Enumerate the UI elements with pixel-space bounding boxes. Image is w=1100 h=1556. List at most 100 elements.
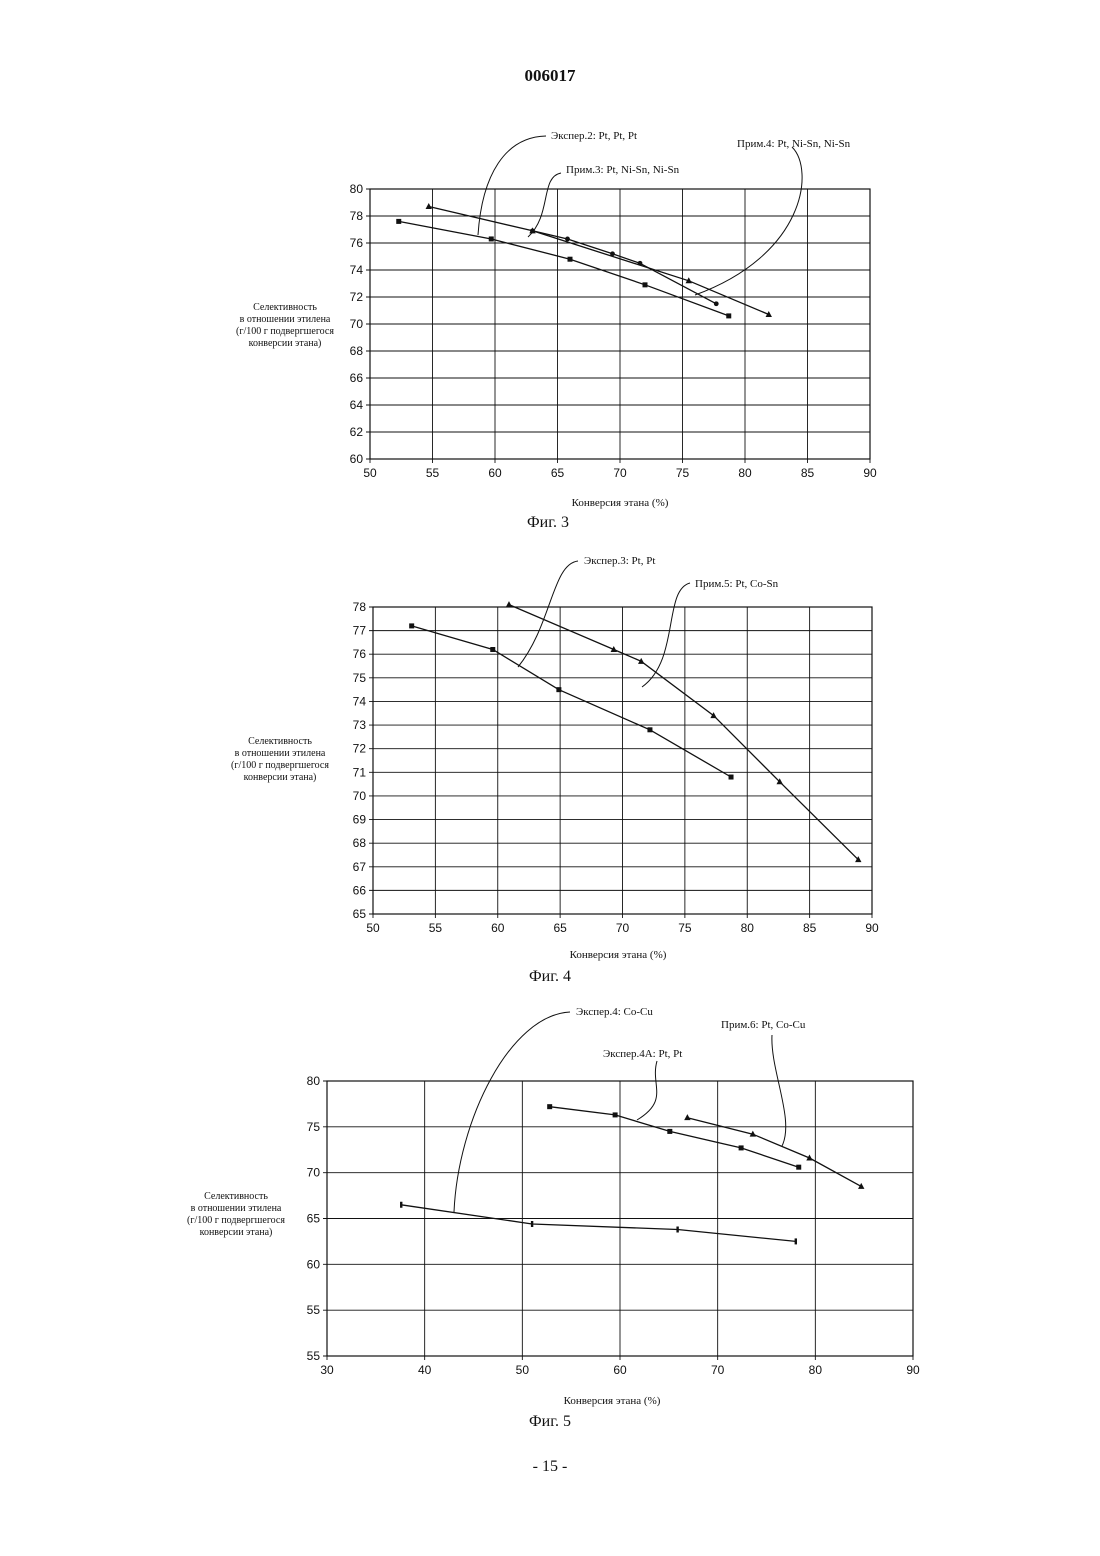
callout-series-1: Экспер.3: Pt, Pt xyxy=(518,555,655,667)
y-tick-label: 60 xyxy=(307,1257,321,1271)
y-tick-label: 74 xyxy=(353,694,367,708)
x-tick-label: 70 xyxy=(616,921,630,935)
ylabel-line-2: в отношении этилена xyxy=(191,1203,282,1214)
ylabel-line-4: конверсии этана) xyxy=(200,1227,273,1238)
x-tick-label: 75 xyxy=(676,466,690,480)
data-point xyxy=(739,1145,744,1150)
ylabel-line-1: Селективность xyxy=(204,1191,268,1202)
data-point xyxy=(796,1165,801,1170)
y-tick-label: 73 xyxy=(353,718,367,732)
data-point xyxy=(506,601,512,607)
ylabel-line-2: в отношении этилена xyxy=(240,314,331,325)
y-tick-label: 77 xyxy=(353,624,367,638)
svg-text:Экспер.4А: Pt, Pt: Экспер.4А: Pt, Pt xyxy=(603,1048,682,1060)
y-tick-label: 66 xyxy=(350,371,364,385)
svg-text:Экспер.3: Pt, Pt: Экспер.3: Pt, Pt xyxy=(584,555,655,567)
x-tick-label: 80 xyxy=(741,921,755,935)
series-3 xyxy=(684,1114,864,1189)
data-point xyxy=(643,282,648,287)
svg-text:Экспер.4: Co-Cu: Экспер.4: Co-Cu xyxy=(576,1006,653,1018)
data-point xyxy=(556,687,561,692)
figure-5-chart: 5555606570758030405060708090 Селективнос… xyxy=(0,1000,1100,1440)
y-tick-label: 65 xyxy=(307,1212,321,1226)
x-tick-label: 70 xyxy=(711,1363,725,1377)
y-tick-label: 67 xyxy=(353,860,367,874)
y-tick-label: 76 xyxy=(350,236,364,250)
data-point xyxy=(729,775,734,780)
y-tick-label: 69 xyxy=(353,813,367,827)
callout-series-1: Экспер.4: Co-Cu xyxy=(454,1006,653,1212)
y-tick-label: 62 xyxy=(350,425,364,439)
svg-text:Прим.6: Pt, Co-Cu: Прим.6: Pt, Co-Cu xyxy=(721,1019,806,1031)
data-point xyxy=(676,1227,678,1233)
series-1 xyxy=(400,1202,797,1245)
y-tick-label: 80 xyxy=(350,182,364,196)
series-2 xyxy=(506,601,862,862)
x-tick-label: 85 xyxy=(803,921,817,935)
y-tick-label: 72 xyxy=(353,742,367,756)
x-axis-title: Конверсия этана (%) xyxy=(572,497,669,509)
svg-text:Прим.5: Pt, Co-Sn: Прим.5: Pt, Co-Sn xyxy=(695,578,779,590)
svg-text:Прим.3: Pt, Ni-Sn, Ni-Sn: Прим.3: Pt, Ni-Sn, Ni-Sn xyxy=(566,164,680,176)
data-point xyxy=(409,623,414,628)
data-point xyxy=(647,727,652,732)
data-point xyxy=(795,1238,797,1244)
x-tick-label: 90 xyxy=(906,1363,920,1377)
data-point xyxy=(667,1129,672,1134)
ylabel-line-3: (г/100 г подвергшегося xyxy=(231,760,329,771)
x-tick-label: 90 xyxy=(865,921,879,935)
x-tick-label: 85 xyxy=(801,466,815,480)
data-point xyxy=(613,1112,618,1117)
y-tick-label: 70 xyxy=(307,1166,321,1180)
x-tick-label: 60 xyxy=(491,921,505,935)
y-tick-label: 74 xyxy=(350,263,364,277)
x-tick-label: 65 xyxy=(553,921,567,935)
ylabel-line-4: конверсии этана) xyxy=(244,772,317,783)
y-tick-label: 66 xyxy=(353,883,367,897)
y-tick-label: 70 xyxy=(350,317,364,331)
y-tick-label: 68 xyxy=(350,344,364,358)
ylabel-line-3: (г/100 г подвергшегося xyxy=(236,326,334,337)
callout-series-3: Экспер.4А: Pt, Pt xyxy=(603,1048,682,1120)
y-tick-label: 65 xyxy=(353,907,367,921)
y-tick-label: 55 xyxy=(307,1303,321,1317)
y-axis-title: Селективность в отношении этилена (г/100… xyxy=(236,302,334,349)
x-tick-label: 50 xyxy=(366,921,380,935)
y-axis-title: Селективность в отношении этилена (г/100… xyxy=(187,1191,285,1238)
figure-caption: Фиг. 3 xyxy=(527,514,569,531)
svg-text:Экспер.2: Pt, Pt, Pt: Экспер.2: Pt, Pt, Pt xyxy=(551,130,637,142)
y-tick-label: 68 xyxy=(353,836,367,850)
y-tick-label: 78 xyxy=(353,600,367,614)
x-tick-label: 30 xyxy=(320,1363,334,1377)
x-tick-label: 60 xyxy=(613,1363,627,1377)
series-line xyxy=(399,221,729,316)
y-tick-label: 80 xyxy=(307,1074,321,1088)
ylabel-line-1: Селективность xyxy=(248,736,312,747)
figure-caption: Фиг. 5 xyxy=(529,1413,571,1430)
y-axis-title: Селективность в отношении этилена (г/100… xyxy=(231,736,329,783)
data-point xyxy=(714,301,719,306)
data-point xyxy=(568,257,573,262)
series-line xyxy=(509,605,858,860)
y-tick-label: 78 xyxy=(350,209,364,223)
ylabel-line-1: Селективность xyxy=(253,302,317,313)
y-tick-label: 71 xyxy=(353,765,367,779)
data-point xyxy=(400,1202,402,1208)
x-tick-label: 80 xyxy=(809,1363,823,1377)
series-line xyxy=(429,207,769,315)
data-point xyxy=(490,647,495,652)
y-tick-label: 75 xyxy=(307,1120,321,1134)
series-3 xyxy=(426,203,772,317)
series-2 xyxy=(530,228,719,306)
data-point xyxy=(426,203,432,209)
x-tick-label: 60 xyxy=(488,466,502,480)
document-number: 006017 xyxy=(0,66,1100,86)
ylabel-line-2: в отношении этилена xyxy=(235,748,326,759)
callout-series-3: Прим.4: Pt, Ni-Sn, Ni-Sn xyxy=(695,138,851,295)
series-line xyxy=(687,1118,861,1187)
figure-4-chart: 6566676869707172737475767778505560657075… xyxy=(0,550,1100,990)
x-tick-label: 50 xyxy=(516,1363,530,1377)
x-tick-label: 50 xyxy=(363,466,377,480)
figure-3-chart: 6062646668707274767880505560657075808590… xyxy=(0,125,1100,540)
ylabel-line-3: (г/100 г подвергшегося xyxy=(187,1215,285,1226)
